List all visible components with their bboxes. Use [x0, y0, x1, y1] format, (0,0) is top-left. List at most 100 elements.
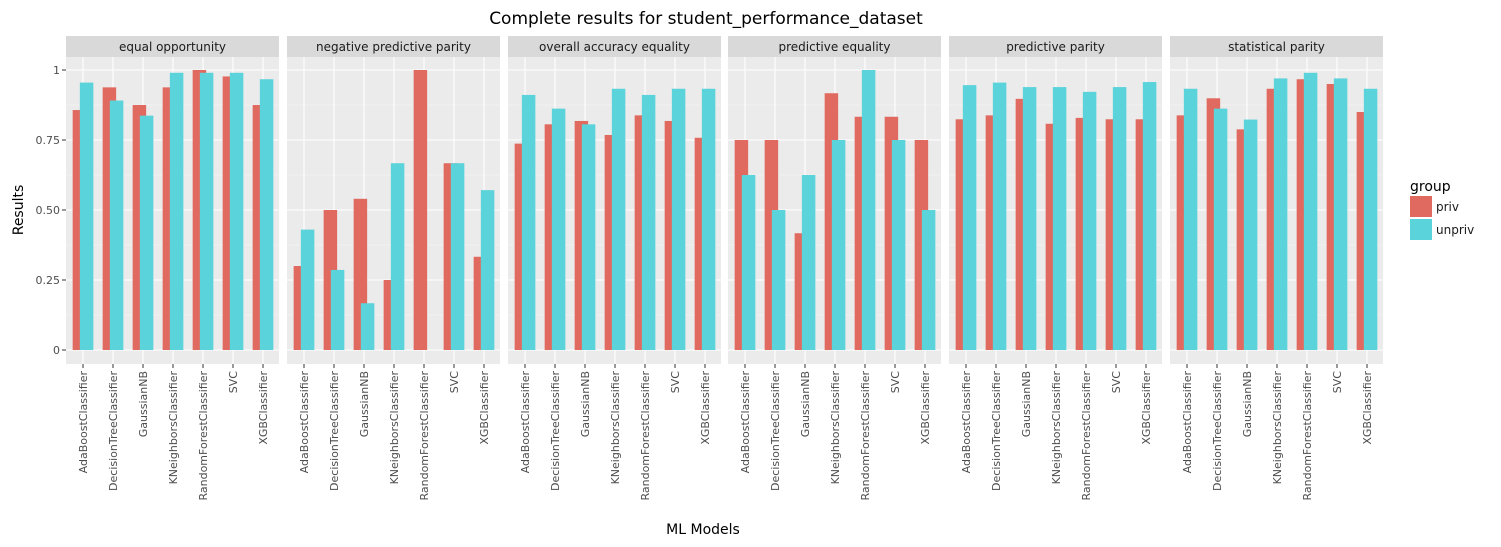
bar-unpriv: [1303, 72, 1318, 351]
x-tick-label: AdaBoostClassifier: [960, 371, 973, 474]
bar-unpriv: [551, 108, 566, 350]
bar-unpriv: [611, 88, 626, 350]
bar-unpriv: [521, 94, 536, 350]
facet-panel: negative predictive parity AdaBoostClassi…: [287, 36, 500, 501]
x-tick-label: RandomForestClassifier: [418, 371, 431, 501]
bar-unpriv: [581, 124, 596, 350]
x-tick-label: AdaBoostClassifier: [298, 371, 311, 474]
x-tick-label: RandomForestClassifier: [1301, 371, 1314, 501]
facet-strip-label: predictive equality: [779, 40, 891, 54]
x-tick-label: SVC: [227, 371, 240, 394]
facet-strip-label: predictive parity: [1006, 40, 1105, 54]
facet-panel: equal opportunity AdaBoostClassifier Decis…: [36, 36, 279, 501]
facet-panel: predictive parity AdaBoostClassifier Decis…: [949, 36, 1162, 501]
x-tick-label: XGBClassifier: [1361, 371, 1374, 445]
bar-unpriv: [229, 72, 244, 351]
y-tick-label: 0.25: [36, 274, 61, 287]
x-tick-label: SVC: [448, 371, 461, 394]
facet-strip-label: equal opportunity: [119, 40, 226, 54]
bar-unpriv: [1052, 87, 1067, 350]
x-tick-label: RandomForestClassifier: [859, 371, 872, 501]
bar-unpriv: [771, 210, 786, 350]
y-tick-label: 1: [53, 64, 60, 77]
legend-swatch-unpriv: [1410, 219, 1432, 240]
legend-label-unpriv: unpriv: [1436, 223, 1474, 237]
x-tick-label: RandomForestClassifier: [1080, 371, 1093, 501]
x-tick-label: DecisionTreeClassifier: [990, 371, 1003, 491]
x-tick-label: SVC: [1110, 371, 1123, 394]
y-tick-label: 0: [53, 344, 60, 357]
x-tick-label: XGBClassifier: [919, 371, 932, 445]
x-tick-label: DecisionTreeClassifier: [328, 371, 341, 491]
bar-unpriv: [450, 163, 465, 350]
x-tick-label: KNeighborsClassifier: [1271, 371, 1284, 485]
x-tick-label: XGBClassifier: [1140, 371, 1153, 445]
bar-unpriv: [360, 303, 375, 350]
x-tick-label: GaussianNB: [358, 371, 371, 437]
bar-unpriv: [330, 269, 345, 350]
facet-panel: statistical parity AdaBoostClassifier Deci…: [1170, 36, 1383, 501]
bar-unpriv: [671, 88, 686, 350]
facet-panel: predictive equality AdaBoostClassifier Dec…: [728, 36, 941, 501]
x-tick-label: AdaBoostClassifier: [1181, 371, 1194, 474]
bar-unpriv: [921, 210, 936, 350]
facet-strip: [728, 36, 941, 57]
bar-unpriv: [1022, 87, 1037, 350]
bar-unpriv: [79, 82, 94, 350]
bar-unpriv: [801, 175, 816, 350]
x-tick-label: GaussianNB: [799, 371, 812, 437]
bar-unpriv: [891, 140, 906, 350]
bar-unpriv: [1183, 88, 1198, 350]
bar-unpriv: [962, 85, 977, 351]
x-tick-label: SVC: [669, 371, 682, 394]
bar-priv: [413, 70, 428, 350]
x-tick-label: DecisionTreeClassifier: [107, 371, 120, 491]
bar-unpriv: [1273, 78, 1288, 351]
bar-unpriv: [1333, 78, 1348, 351]
bar-unpriv: [1142, 82, 1157, 350]
facet-strip: [287, 36, 500, 57]
bar-unpriv: [390, 163, 405, 350]
x-tick-label: RandomForestClassifier: [639, 371, 652, 501]
x-tick-label: SVC: [1331, 371, 1344, 394]
x-tick-label: AdaBoostClassifier: [519, 371, 532, 474]
x-tick-label: AdaBoostClassifier: [739, 371, 752, 474]
facet-strip: [508, 36, 721, 57]
bar-unpriv: [169, 72, 184, 351]
x-tick-label: DecisionTreeClassifier: [549, 371, 562, 491]
bar-unpriv: [701, 88, 716, 350]
x-axis-title: ML Models: [666, 522, 740, 538]
x-tick-label: DecisionTreeClassifier: [769, 371, 782, 491]
facet-strip: [949, 36, 1162, 57]
bar-unpriv: [1082, 91, 1097, 350]
x-tick-label: DecisionTreeClassifier: [1211, 371, 1224, 491]
x-tick-label: KNeighborsClassifier: [167, 371, 180, 485]
bar-unpriv: [741, 175, 756, 350]
legend: group priv unpriv: [1410, 179, 1474, 240]
y-tick-label: 0.50: [36, 204, 61, 217]
facet-strip-label: statistical parity: [1228, 40, 1325, 54]
bar-unpriv: [300, 229, 315, 350]
facet-panel: overall accuracy equality AdaBoostClassif…: [508, 36, 721, 501]
x-tick-label: XGBClassifier: [478, 371, 491, 445]
bar-unpriv: [831, 140, 846, 350]
bar-unpriv: [109, 100, 124, 351]
x-tick-label: KNeighborsClassifier: [1050, 371, 1063, 485]
bar-unpriv: [992, 82, 1007, 350]
x-tick-label: KNeighborsClassifier: [609, 371, 622, 485]
bar-unpriv: [199, 72, 214, 351]
x-tick-label: GaussianNB: [1241, 371, 1254, 437]
x-tick-label: GaussianNB: [579, 371, 592, 437]
bar-unpriv: [641, 94, 656, 350]
facet-panels: equal opportunity AdaBoostClassifier Decis…: [36, 36, 1383, 501]
bar-unpriv: [259, 79, 274, 351]
bar-unpriv: [1112, 87, 1127, 350]
x-tick-label: GaussianNB: [137, 371, 150, 437]
bar-unpriv: [1213, 108, 1228, 350]
x-tick-label: AdaBoostClassifier: [77, 371, 90, 474]
x-tick-label: XGBClassifier: [257, 371, 270, 445]
y-tick-label: 0.75: [36, 134, 61, 147]
y-axis-title: Results: [11, 185, 27, 236]
bar-unpriv: [1363, 88, 1378, 350]
